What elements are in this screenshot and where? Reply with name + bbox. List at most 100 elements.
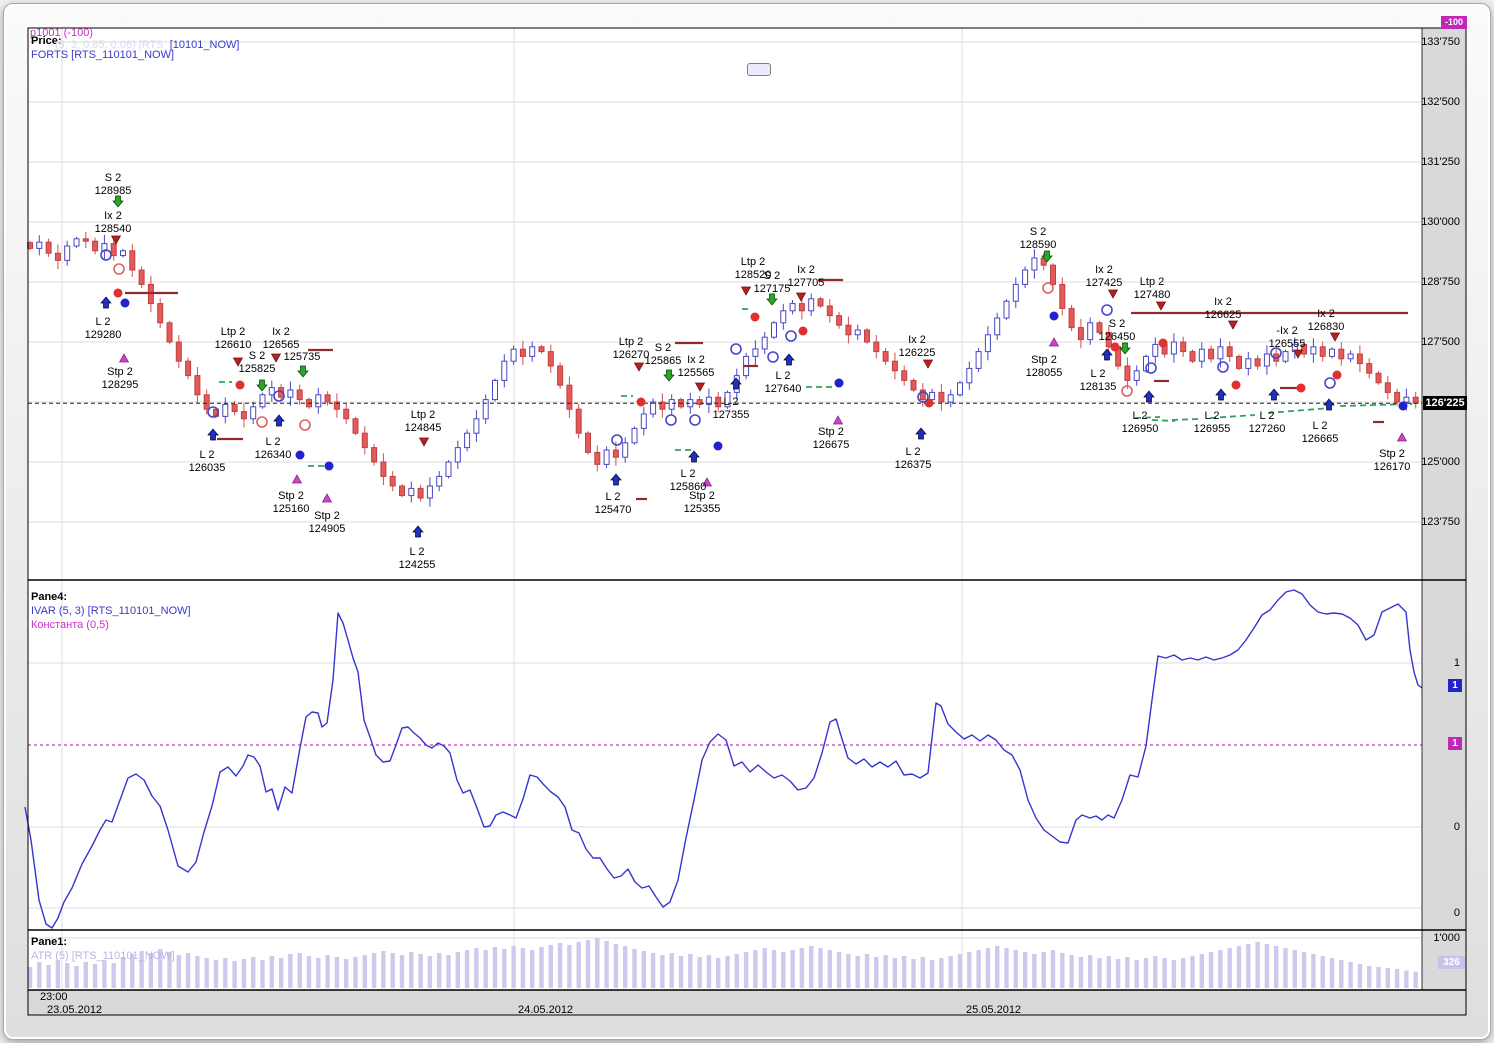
pane4-series1: IVAR (5, 3) [RTS_110101_NOW]: [31, 605, 191, 617]
price-axis-label: 127'500: [1421, 336, 1460, 348]
trade-annotation: S 2 125825: [239, 350, 276, 376]
price-pane-series2: FORTS [RTS_110101_NOW]: [31, 49, 175, 61]
trade-annotation-value: 124905: [308, 523, 346, 535]
trade-annotation-value: 128055: [1025, 367, 1063, 379]
trade-annotation: 125735: [284, 351, 321, 364]
trade-annotation-value: 125565: [677, 367, 715, 379]
price-pane-title: Price:: [31, 35, 62, 47]
trade-annotation: L 2 126375: [895, 446, 932, 472]
trade-annotation-value: 128295: [101, 379, 139, 391]
trade-annotation-label: Stp 2: [689, 490, 715, 502]
trade-annotation: Ltp 2 127480: [1134, 276, 1171, 302]
price-axis-label: 123'750: [1421, 516, 1460, 528]
trade-annotation: L 2 128135: [1080, 368, 1117, 394]
trade-annotation-label: Ix 2: [1095, 264, 1113, 276]
trade-annotation: S 2 128590: [1020, 226, 1057, 252]
trade-annotation: L 2 126035: [189, 449, 226, 475]
pane4-series2: Константа (0,5): [31, 619, 109, 631]
pane-splitter-button[interactable]: [747, 63, 771, 76]
trade-annotation-label: -Ix 2: [1276, 325, 1298, 337]
trade-annotation: Ix 2 126225: [899, 334, 936, 360]
trade-annotation-value: 126450: [1098, 331, 1136, 343]
trade-annotation: Ix 2 128540: [95, 210, 132, 236]
trade-annotation-value: 129280: [84, 329, 122, 341]
trade-annotation-value: 126555: [1268, 338, 1306, 350]
pane1-series1: ATR (5) [RTS_110101_NOW]: [31, 950, 175, 962]
trade-annotation-value: 128135: [1079, 381, 1117, 393]
trade-annotation: Ix 2 127425: [1086, 264, 1123, 290]
trade-annotation-label: Stp 2: [1031, 354, 1057, 366]
trade-annotation-value: 126565: [262, 339, 300, 351]
pane4-axis-label: 1: [1453, 657, 1460, 669]
trade-annotation-label: L 2: [605, 491, 621, 503]
trade-annotation: L 2 127355: [713, 396, 750, 422]
trade-annotation-value: 124845: [404, 422, 442, 434]
atr-value-box: 326: [1438, 956, 1465, 969]
trade-annotation-label: L 2: [1259, 410, 1275, 422]
trade-annotation-value: 128520: [734, 269, 772, 281]
ivar-value-box: 1: [1448, 679, 1462, 692]
trade-annotation: Stp 2 125355: [684, 490, 721, 516]
trade-annotation-value: 126950: [1121, 423, 1159, 435]
trade-annotation-value: 126270: [612, 349, 650, 361]
trade-annotation-value: 126035: [188, 462, 226, 474]
trade-annotation: S 2 126450: [1099, 318, 1136, 344]
trade-annotation-label: L 2: [775, 370, 791, 382]
trade-annotation: L 2 125860: [670, 468, 707, 494]
trade-annotation-label: L 2: [409, 546, 425, 558]
trade-annotation-value: 126170: [1373, 461, 1411, 473]
trade-annotation: Stp 2 128295: [102, 366, 139, 392]
trade-annotation-label: L 2: [723, 396, 739, 408]
price-axis-label: 132'500: [1421, 96, 1460, 108]
trade-annotation-value: 126340: [254, 449, 292, 461]
trade-annotation: Stp 2 124905: [309, 510, 346, 536]
trade-annotation-value: 125825: [238, 363, 276, 375]
trade-annotation-value: 125355: [683, 503, 721, 515]
trade-annotation-value: 128540: [94, 223, 132, 235]
trade-annotation: Ix 2 126625: [1205, 296, 1242, 322]
trade-annotation: Ltp 2 124845: [405, 409, 442, 435]
trade-annotation-label: S 2: [1108, 318, 1126, 330]
trade-annotation-value: 126665: [1301, 433, 1339, 445]
trade-annotation-value: 128590: [1019, 239, 1057, 251]
trade-annotation-label: Ix 2: [687, 354, 705, 366]
trade-annotation-value: 127355: [712, 409, 750, 421]
price-pane-series1: (5, 3, 0.85, 0.06) [RTS_[10101_NOW]: [55, 39, 239, 52]
trade-annotation-label: Ix 2: [1214, 296, 1232, 308]
trade-annotation-label: Stp 2: [818, 426, 844, 438]
trade-annotation-value: 126955: [1193, 423, 1231, 435]
trade-annotation-label: Stp 2: [278, 490, 304, 502]
trade-annotation-value: 127425: [1085, 277, 1123, 289]
trade-annotation: Ltp 2 126270: [613, 336, 650, 362]
price-axis-label: 128'750: [1421, 276, 1460, 288]
trade-annotation-label: Stp 2: [314, 510, 340, 522]
pane4-title: Pane4:: [31, 591, 68, 603]
trade-annotation-value: 126225: [898, 347, 936, 359]
trade-annotation-label: L 2: [1132, 410, 1148, 422]
trade-annotation-label: L 2: [1090, 368, 1106, 380]
trade-annotation: S 2 127175: [754, 270, 791, 296]
series1-faded-text: (5, 3, 0.85, 0.06) [RTS_: [55, 39, 170, 51]
trade-annotation: Ltp 2 128520: [735, 256, 772, 282]
trade-annotation: L 2 126955: [1194, 410, 1231, 436]
trade-annotation-label: Ix 2: [908, 334, 926, 346]
trade-annotation: Ix 2 126830: [1308, 308, 1345, 334]
pane4-axis-label: 0: [1453, 821, 1460, 833]
trade-annotation: Ix 2 127705: [788, 264, 825, 290]
trade-annotation-value: 125865: [644, 355, 682, 367]
trade-annotation: Stp 2 126675: [813, 426, 850, 452]
trade-annotation-label: L 2: [680, 468, 696, 480]
trade-annotation-label: L 2: [1204, 410, 1220, 422]
trade-annotation-label: Ltp 2: [618, 336, 644, 348]
trade-annotation-label: L 2: [95, 316, 111, 328]
trade-annotation-label: Ltp 2: [740, 256, 766, 268]
trade-annotation: Ltp 2 126610: [215, 326, 252, 352]
trade-annotation-value: 125160: [272, 503, 310, 515]
series1-tag-text: [10101_NOW]: [169, 39, 240, 51]
trade-annotation-label: Ix 2: [1317, 308, 1335, 320]
price-axis-label: 125'000: [1421, 456, 1460, 468]
trade-annotation-label: Ltp 2: [1139, 276, 1165, 288]
trade-annotation-label: L 2: [265, 436, 281, 448]
price-axis-label: 130'000: [1421, 216, 1460, 228]
